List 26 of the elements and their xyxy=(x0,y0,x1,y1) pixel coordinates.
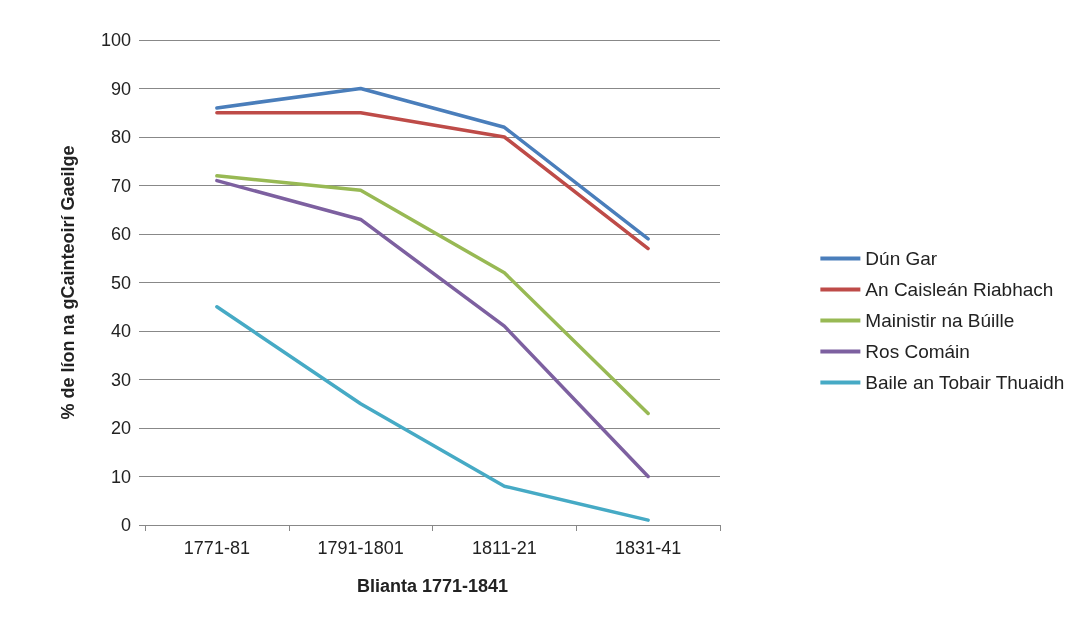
line-series xyxy=(215,178,650,479)
y-tick-label: 30 xyxy=(110,369,131,390)
legend-label: Mainistir na Búille xyxy=(865,310,1015,331)
legend-label: An Caisleán Riabhach xyxy=(865,279,1054,300)
x-tick-label: 1791-1801 xyxy=(317,538,404,558)
line-series xyxy=(215,305,650,522)
y-axis-title: % de líon na gCainteoirí Gaeilge xyxy=(58,145,78,420)
legend-label: Baile an Tobair Thuaidh xyxy=(865,372,1065,393)
x-tick-label: 1831-41 xyxy=(615,538,682,558)
x-axis-title: Blianta 1771-1841 xyxy=(356,576,509,596)
y-tick-label: 50 xyxy=(110,272,131,293)
y-tick-label: 100 xyxy=(100,30,131,50)
y-tick-label: 60 xyxy=(110,224,131,244)
line-series xyxy=(215,174,650,416)
y-tick-label: 90 xyxy=(110,78,131,99)
y-tick-label: 70 xyxy=(110,175,131,196)
legend-label: Ros Comáin xyxy=(865,341,970,362)
y-tick-label: 20 xyxy=(110,418,131,438)
x-tick-label: 1811-21 xyxy=(472,538,537,558)
y-tick-label: 0 xyxy=(120,515,131,535)
legend-label: Dún Gar xyxy=(865,248,938,269)
x-tick-label: 1771-81 xyxy=(183,538,250,558)
line-series xyxy=(215,86,650,241)
y-tick-label: 40 xyxy=(110,321,131,341)
y-tick-label: 80 xyxy=(110,127,131,147)
y-tick-label: 10 xyxy=(110,466,131,487)
